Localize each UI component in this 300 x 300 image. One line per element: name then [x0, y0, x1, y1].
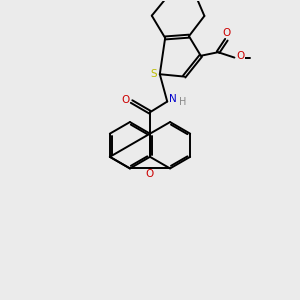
Text: H: H — [179, 97, 186, 106]
Text: O: O — [237, 51, 245, 61]
Text: O: O — [222, 28, 230, 38]
Text: S: S — [150, 69, 157, 79]
Text: N: N — [169, 94, 177, 103]
Text: O: O — [121, 95, 129, 105]
Text: O: O — [146, 169, 154, 179]
